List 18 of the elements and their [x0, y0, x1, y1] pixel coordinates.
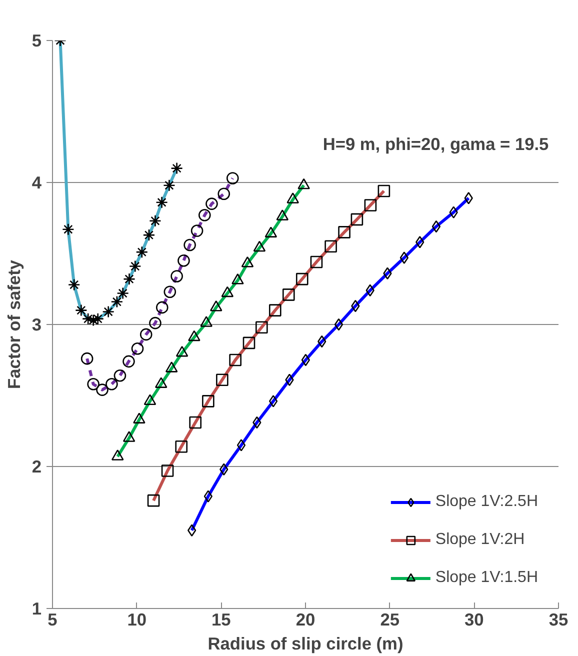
x-tick-label: 20: [296, 610, 316, 630]
x-tick-label: 35: [548, 610, 568, 630]
annotation: H=9 m, phi=20, gama = 19.5: [322, 134, 550, 154]
x-tick-label: 25: [380, 610, 400, 630]
x-tick-label: 15: [212, 610, 232, 630]
x-tick-label: 30: [464, 610, 484, 630]
y-tick-label: 1: [32, 598, 42, 618]
x-axis-title: Radius of slip circle (m): [208, 634, 404, 654]
x-tick-label: 10: [127, 610, 146, 630]
y-tick-label: 4: [32, 172, 42, 192]
legend-label: Slope 1V:2.5H: [435, 493, 538, 511]
y-tick-label: 5: [32, 30, 42, 50]
y-axis-title: Factor of safety: [4, 260, 24, 390]
legend-label: Slope 1V:2H: [435, 531, 525, 549]
y-tick-label: 2: [32, 456, 42, 476]
x-tick-label: 5: [48, 610, 58, 630]
y-tick-label: 3: [32, 314, 42, 334]
legend-label: Slope 1V:1.5H: [435, 569, 538, 587]
